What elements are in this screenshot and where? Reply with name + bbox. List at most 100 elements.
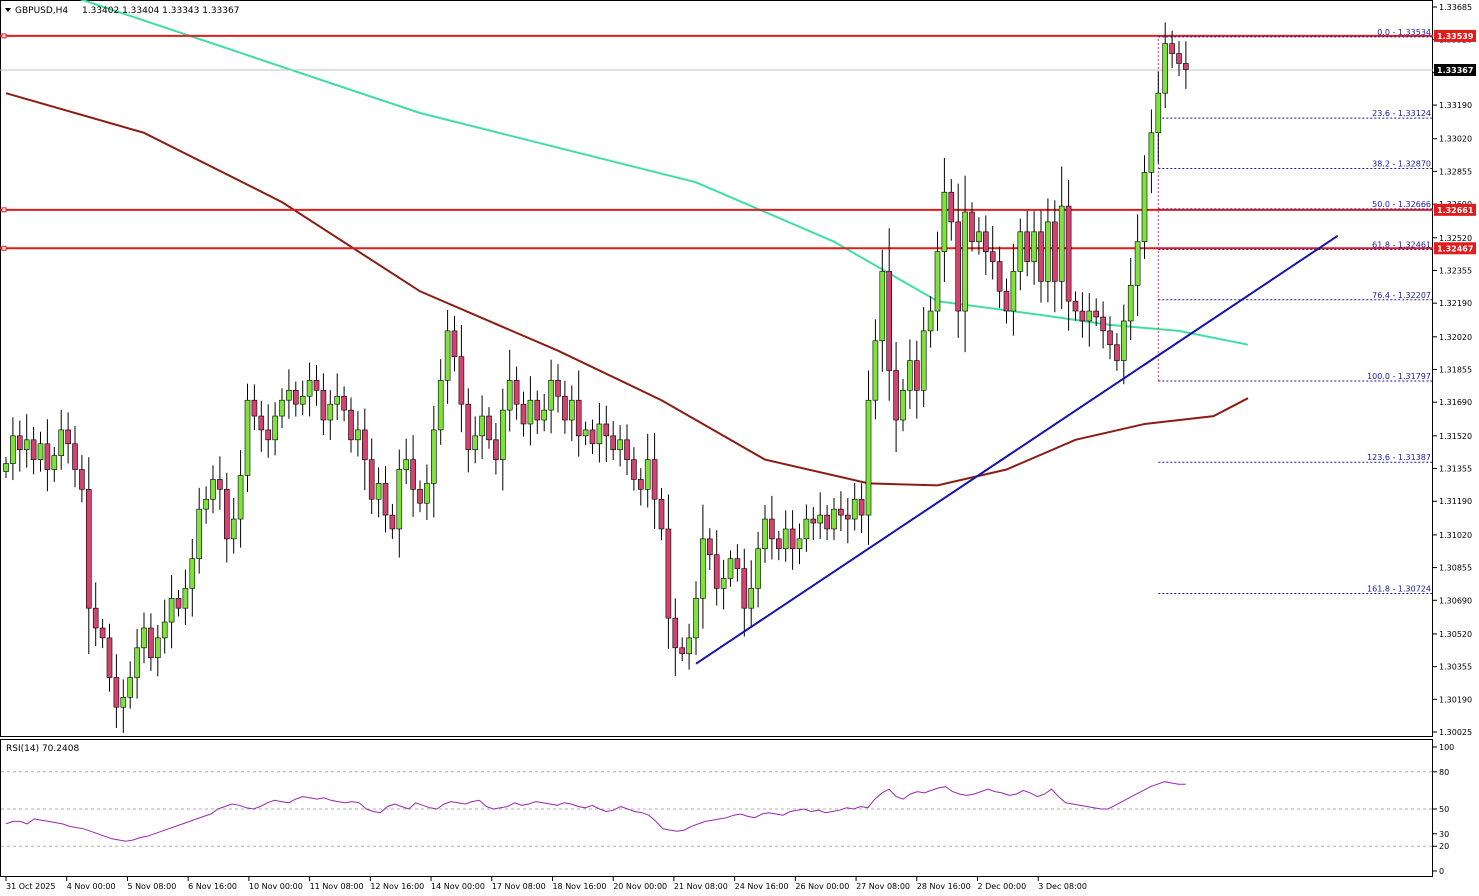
bull-candle-body xyxy=(596,423,603,445)
candle xyxy=(789,510,796,570)
bear-candle-body xyxy=(493,439,499,460)
fib-level-label: 38.2 - 1.32870 xyxy=(1372,159,1431,168)
candle xyxy=(486,407,492,449)
bear-candle-body xyxy=(775,538,782,550)
candle xyxy=(810,507,817,541)
bull-candle-body xyxy=(355,429,361,441)
time-tick-label: 10 Nov 00:00 xyxy=(249,882,303,891)
bull-candle-body xyxy=(396,469,403,530)
bull-candle-body xyxy=(23,439,30,451)
candle xyxy=(941,157,948,283)
bear-candle-body xyxy=(217,479,223,490)
candle xyxy=(493,423,499,475)
bear-candle-body xyxy=(265,429,272,441)
bull-candle-body xyxy=(686,637,692,655)
bear-candle-body xyxy=(534,399,541,421)
bear-candle-body xyxy=(1183,63,1189,70)
candle xyxy=(672,598,679,677)
bear-candle-body xyxy=(520,403,527,425)
time-tick-label: 24 Nov 16:00 xyxy=(735,882,789,891)
candle xyxy=(30,426,37,475)
bull-candle-body xyxy=(430,429,437,484)
bull-candle-body xyxy=(920,330,927,391)
price-tick-label: 1.31190 xyxy=(1439,497,1472,506)
candle xyxy=(989,225,996,280)
price-tick-label: 1.30025 xyxy=(1439,728,1472,737)
candle xyxy=(479,395,485,460)
candle xyxy=(803,504,810,552)
bear-candle-body xyxy=(465,403,472,451)
candle xyxy=(727,550,734,587)
fib-level-label: 50.0 - 1.32666 xyxy=(1372,200,1431,209)
fibonacci-levels: 0.0 - 1.33534 23.6 - 1.33124 38.2 - 1.3287… xyxy=(1157,28,1433,595)
candle xyxy=(79,454,85,503)
candle xyxy=(644,433,651,508)
candle xyxy=(706,528,713,570)
symbol-label[interactable]: GBPUSD,H4 xyxy=(15,6,68,16)
horizontal-lines xyxy=(0,33,1433,251)
bull-candle-body xyxy=(762,518,768,550)
bear-candle-body xyxy=(251,399,258,417)
bull-candle-body xyxy=(1121,320,1127,361)
candle xyxy=(251,384,258,431)
candle xyxy=(148,613,154,671)
bull-candle-body xyxy=(141,627,147,649)
bull-candle-body xyxy=(444,330,451,381)
candle xyxy=(127,661,133,709)
time-tick-label: 18 Nov 16:00 xyxy=(552,882,606,891)
bear-candle-body xyxy=(610,435,617,451)
resistance-price-tag-label: 1.33539 xyxy=(1437,32,1474,41)
bear-candle-body xyxy=(679,647,686,655)
bear-candle-body xyxy=(382,483,389,516)
candle xyxy=(203,486,209,524)
price-tick-label: 1.30690 xyxy=(1439,596,1472,605)
candle xyxy=(1176,41,1182,76)
candle xyxy=(865,370,872,545)
resistance-price-tag xyxy=(1434,29,1476,42)
candle xyxy=(113,654,120,728)
current-price-tag xyxy=(1434,63,1476,76)
time-tick-label: 3 Dec 08:00 xyxy=(1038,882,1087,891)
candle xyxy=(534,390,541,434)
candle xyxy=(762,504,768,563)
candle xyxy=(817,492,824,539)
bear-candle-body xyxy=(16,435,23,451)
bear-candle-body xyxy=(672,617,679,649)
candle xyxy=(679,637,686,662)
candle xyxy=(224,472,230,563)
bear-candle-body xyxy=(258,415,265,431)
bear-candle-body xyxy=(313,380,320,391)
candle xyxy=(748,560,755,628)
rsi-tick-label: 100 xyxy=(1439,743,1454,752)
bear-candle-body xyxy=(989,251,996,262)
candle xyxy=(430,405,437,518)
candle xyxy=(51,447,58,482)
bear-candle-body xyxy=(389,514,396,530)
bull-candle-body xyxy=(499,409,506,460)
time-tick-label: 21 Nov 08:00 xyxy=(674,882,728,891)
candle xyxy=(465,388,472,473)
candle xyxy=(596,402,603,463)
bull-candle-body xyxy=(1010,271,1017,312)
candle xyxy=(292,381,299,417)
symbol-dropdown-icon[interactable] xyxy=(5,8,11,12)
candle xyxy=(713,530,720,606)
bear-candle-body xyxy=(361,429,368,460)
candle xyxy=(23,414,30,468)
bull-candle-body xyxy=(203,498,209,510)
candle xyxy=(230,498,237,554)
price-tick-label: 1.33685 xyxy=(1439,3,1472,12)
candle xyxy=(1010,243,1017,336)
candle xyxy=(962,175,968,353)
candle xyxy=(134,629,140,699)
bear-candle-body xyxy=(589,429,596,445)
bear-candle-body xyxy=(106,637,113,678)
bull-candle-body xyxy=(127,677,133,698)
trendline-group xyxy=(695,234,1339,665)
candle xyxy=(244,383,251,493)
bull-candle-body xyxy=(327,403,334,421)
fib-level-label: 61.8 - 1.32461 xyxy=(1372,240,1431,249)
bear-candle-body xyxy=(79,469,85,490)
time-tick-label: 4 Nov 00:00 xyxy=(67,882,116,891)
